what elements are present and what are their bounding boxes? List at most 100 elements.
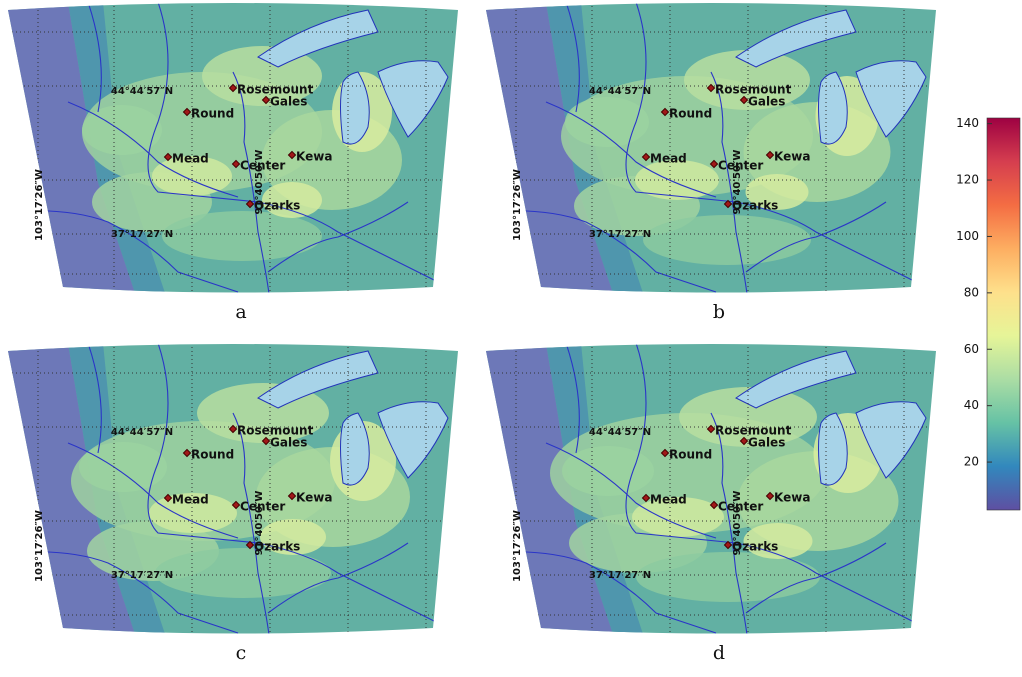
site-label: Mead: [650, 493, 687, 507]
latitude-label: 44°44′57″N: [111, 86, 173, 97]
site-marker: [287, 150, 297, 160]
river: [745, 201, 887, 273]
river: [565, 3, 580, 113]
map-field: [8, 3, 458, 293]
colorbar-tick-label: 120: [956, 173, 979, 187]
lake: [257, 9, 379, 68]
latitude-label: 44°44′57″N: [589, 86, 651, 97]
site-label: Round: [669, 107, 712, 121]
field-blob: [152, 156, 232, 196]
site-label: Kewa: [296, 150, 332, 164]
river: [67, 101, 239, 198]
site-marker: [245, 540, 255, 550]
site-marker: [709, 159, 719, 169]
river: [147, 3, 449, 288]
field-blob: [745, 174, 809, 210]
latitude-label: 44°44′57″N: [589, 427, 651, 438]
river: [232, 412, 271, 634]
lake: [855, 60, 927, 138]
site-marker: [723, 540, 733, 550]
site-marker: [706, 424, 716, 434]
field-blob: [79, 442, 167, 492]
lake: [735, 9, 857, 68]
site-marker: [287, 491, 297, 501]
longitude-label: 91°40′50″W: [732, 150, 743, 215]
longitude-label: 103°17′26″W: [512, 510, 523, 582]
site-marker: [182, 107, 192, 117]
site-label: Center: [718, 159, 763, 173]
site-marker: [765, 150, 775, 160]
lake: [377, 60, 449, 138]
site-marker: [739, 436, 749, 446]
site-marker: [641, 493, 651, 503]
panel-label: d: [713, 642, 725, 664]
field-blob: [565, 97, 649, 147]
site-label: Mead: [172, 493, 209, 507]
field-blob: [635, 160, 719, 200]
river: [87, 3, 102, 113]
longitude-label: 103°17′26″W: [34, 510, 45, 582]
latitude-label: 37°17′27″N: [111, 229, 173, 240]
lake: [377, 401, 449, 479]
site-label: Center: [240, 500, 285, 514]
site-label: Kewa: [296, 491, 332, 505]
lake: [735, 350, 857, 409]
site-marker: [228, 83, 238, 93]
site-label: Mead: [172, 152, 209, 166]
river: [267, 201, 409, 273]
field-blob: [632, 497, 724, 537]
site-label: Kewa: [774, 150, 810, 164]
site-marker: [660, 448, 670, 458]
river: [565, 344, 580, 454]
site-label: Ozarks: [254, 199, 300, 213]
site-label: Ozarks: [732, 540, 778, 554]
field-blob: [162, 211, 322, 261]
field-blob: [149, 493, 237, 533]
site-marker: [261, 95, 271, 105]
site-label: Mead: [650, 152, 687, 166]
colorbar-tick-label: 60: [964, 342, 979, 356]
field-blob: [262, 182, 322, 218]
site-marker: [163, 152, 173, 162]
river: [710, 412, 749, 634]
colorbar-tick-label: 20: [964, 455, 979, 469]
colorbar-tick-label: 40: [964, 398, 979, 412]
river: [710, 71, 749, 293]
site-marker: [163, 493, 173, 503]
latitude-label: 44°44′57″N: [111, 427, 173, 438]
site-marker: [739, 95, 749, 105]
site-label: Rosemount: [715, 424, 792, 438]
river: [545, 101, 717, 198]
river: [745, 542, 887, 614]
site-label: Rosemount: [237, 83, 314, 97]
site-label: Center: [240, 159, 285, 173]
lake: [257, 350, 379, 409]
site-marker: [706, 83, 716, 93]
site-marker: [228, 424, 238, 434]
colorbar-tick-label: 100: [956, 229, 979, 243]
site-label: Rosemount: [237, 424, 314, 438]
field-blob: [562, 446, 654, 496]
field-blob: [636, 552, 820, 602]
map-field: [486, 344, 936, 634]
longitude-label: 91°40′50″W: [732, 491, 743, 556]
site-label: Round: [191, 107, 234, 121]
site-marker: [723, 199, 733, 209]
panel-label: a: [235, 301, 246, 323]
river: [67, 442, 239, 539]
site-marker: [182, 448, 192, 458]
site-label: Round: [191, 448, 234, 462]
map-field: [486, 3, 936, 293]
river: [147, 344, 449, 629]
latitude-label: 37°17′27″N: [111, 570, 173, 581]
longitude-label: 91°40′50″W: [254, 491, 265, 556]
site-marker: [641, 152, 651, 162]
site-marker: [709, 500, 719, 510]
site-marker: [660, 107, 670, 117]
colorbar-tick-label: 140: [956, 116, 979, 130]
site-marker: [261, 436, 271, 446]
site-marker: [245, 199, 255, 209]
colorbar-tick-label: 80: [964, 285, 979, 299]
